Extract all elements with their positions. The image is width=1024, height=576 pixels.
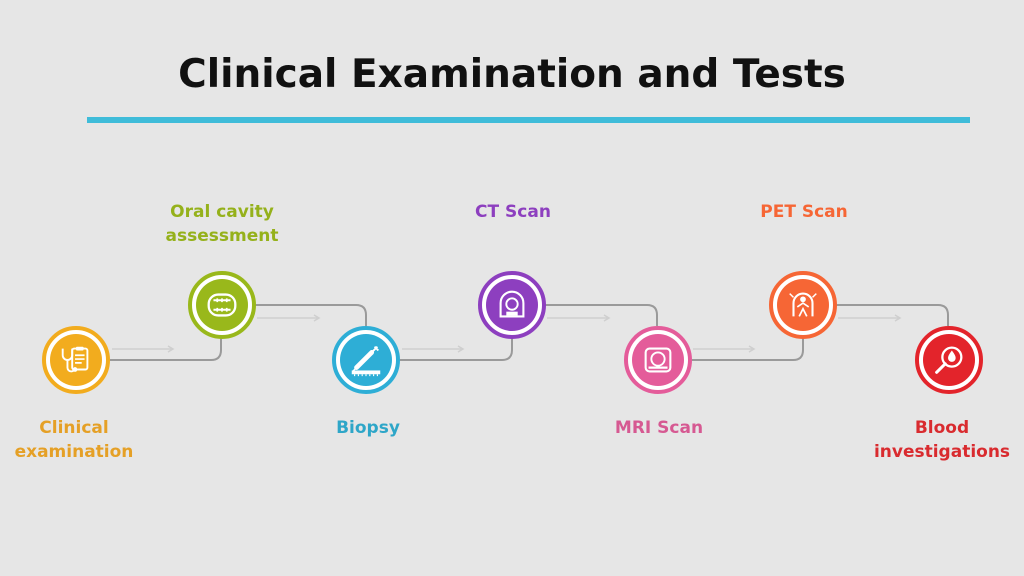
step-label-mri-scan: MRI Scan [614,418,704,438]
step-node-mri-scan [624,326,692,394]
step-node-clinical-examination [42,326,110,394]
step-node-biopsy [332,326,400,394]
mri-scanner-icon [644,347,672,373]
step-node-pet-scan [769,271,837,339]
open-mouth-icon [207,293,237,317]
title-underline [87,117,970,123]
arrow-hint-3 [402,345,465,353]
clipboard-stethoscope-icon [61,346,89,373]
syringe-icon [351,346,381,377]
connector-2-3 [256,304,367,326]
pet-scanner-icon [789,292,817,317]
step-node-oral-cavity-assessment [188,271,256,339]
arrow-hint-1 [112,345,175,353]
blood-drop-magnifier-icon [935,346,963,374]
step-label-clinical-examination: Clinical examination [14,418,134,462]
step-node-ct-scan [478,271,546,339]
arrow-hint-5 [693,345,756,353]
connector-4-5 [546,304,658,326]
arrow-hint-6 [838,314,902,322]
arrow-hint-4 [547,314,611,322]
step-node-blood-investigations [915,326,983,394]
step-label-ct-scan: CT Scan [475,202,551,222]
connector-1-2 [110,304,256,361]
arrow-hint-2 [257,314,321,322]
step-label-biopsy: Biopsy [336,418,400,438]
connector-5-6 [692,304,837,361]
connector-6-7 [837,304,949,326]
step-label-blood-investigations: Blood investigations [873,418,1011,462]
step-label-pet-scan: PET Scan [760,202,848,222]
page-title: Clinical Examination and Tests [178,52,846,97]
step-label-oral-cavity-assessment: Oral cavity assessment [165,202,279,246]
ct-scanner-icon [499,290,525,318]
connector-3-4 [400,304,546,361]
